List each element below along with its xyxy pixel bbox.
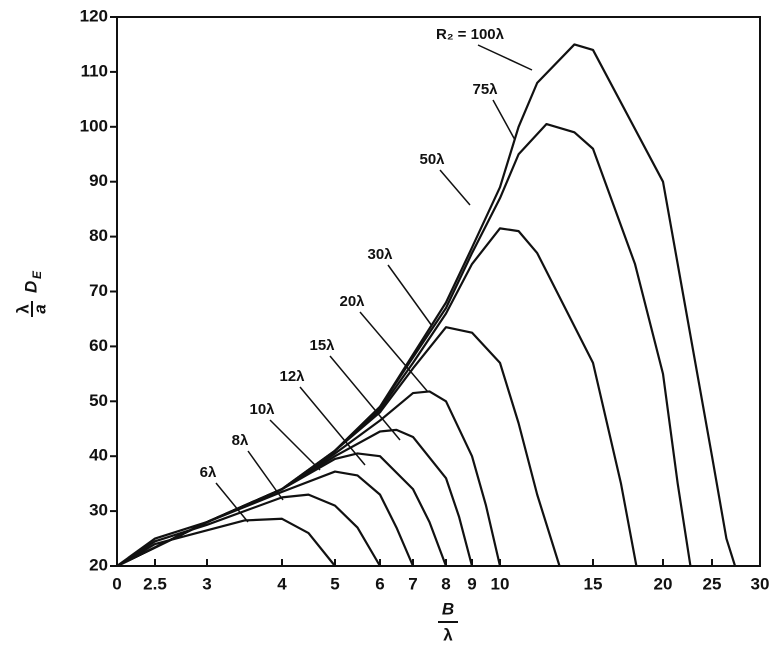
y-axis-label: λ a D E: [13, 270, 49, 317]
x-tick-label: 5: [330, 574, 339, 593]
y-tick-label: 90: [89, 171, 108, 190]
y-label-denominator: a: [30, 304, 49, 313]
curve: [116, 452, 448, 567]
leader-line: [492, 99, 516, 141]
curve-label: 15λ: [309, 337, 335, 354]
leader-line: [477, 44, 533, 71]
x-tick-label: 9: [467, 574, 476, 593]
curve-label: 12λ: [279, 368, 305, 385]
curve-label: 75λ: [472, 81, 498, 98]
leader-line: [299, 386, 366, 466]
y-tick-label: 20: [89, 555, 108, 574]
curve: [116, 227, 638, 567]
y-label-symbol: D: [21, 281, 40, 293]
curve: [116, 517, 336, 567]
y-tick-label: 30: [89, 501, 108, 520]
x-label-numerator: B: [442, 599, 454, 618]
y-tick-label: 40: [89, 446, 108, 465]
leader-line: [387, 264, 433, 327]
leader-line: [359, 311, 429, 393]
curve-label: 50λ: [419, 151, 445, 168]
x-tick-label: 25: [703, 574, 722, 593]
curve-label: 30λ: [367, 246, 393, 263]
y-label-subscript: E: [30, 270, 44, 279]
y-tick-label: 100: [80, 116, 108, 135]
x-tick-label: 4: [277, 574, 287, 593]
x-tick-label: 10: [491, 574, 510, 593]
curve-label: 20λ: [339, 293, 365, 310]
leader-line: [269, 419, 321, 471]
curve: [116, 43, 737, 567]
x-tick-label: 3: [202, 574, 211, 593]
curve: [116, 122, 692, 567]
curve-label: 6λ: [200, 464, 217, 481]
x-tick-label: 8: [441, 574, 450, 593]
y-tick-label: 50: [89, 391, 108, 410]
y-tick-label: 120: [80, 6, 108, 25]
leader-line: [439, 169, 471, 206]
curve-label: 10λ: [249, 401, 275, 418]
x-tick-label: 2.5: [143, 574, 167, 593]
x-tick-label: 30: [751, 574, 770, 593]
x-tick-label: 0: [112, 574, 121, 593]
curve-label: 8λ: [232, 432, 249, 449]
y-label-numerator: λ: [13, 304, 32, 314]
curve: [116, 493, 381, 567]
curve: [116, 470, 415, 567]
leader-line: [329, 355, 401, 441]
x-tick-label: 7: [408, 574, 417, 593]
leader-line: [215, 482, 249, 523]
x-label-denominator: λ: [443, 625, 453, 644]
plot-frame: [116, 16, 761, 567]
curve-label: R₂ = 100λ: [436, 26, 505, 43]
x-tick-label: 20: [654, 574, 673, 593]
x-tick-label: 15: [584, 574, 603, 593]
y-tick-label: 60: [89, 336, 108, 355]
y-tick-label: 80: [89, 226, 108, 245]
x-tick-label: 6: [375, 574, 384, 593]
y-tick-label: 70: [89, 281, 108, 300]
curve: [116, 428, 474, 567]
y-tick-label: 110: [81, 61, 108, 80]
